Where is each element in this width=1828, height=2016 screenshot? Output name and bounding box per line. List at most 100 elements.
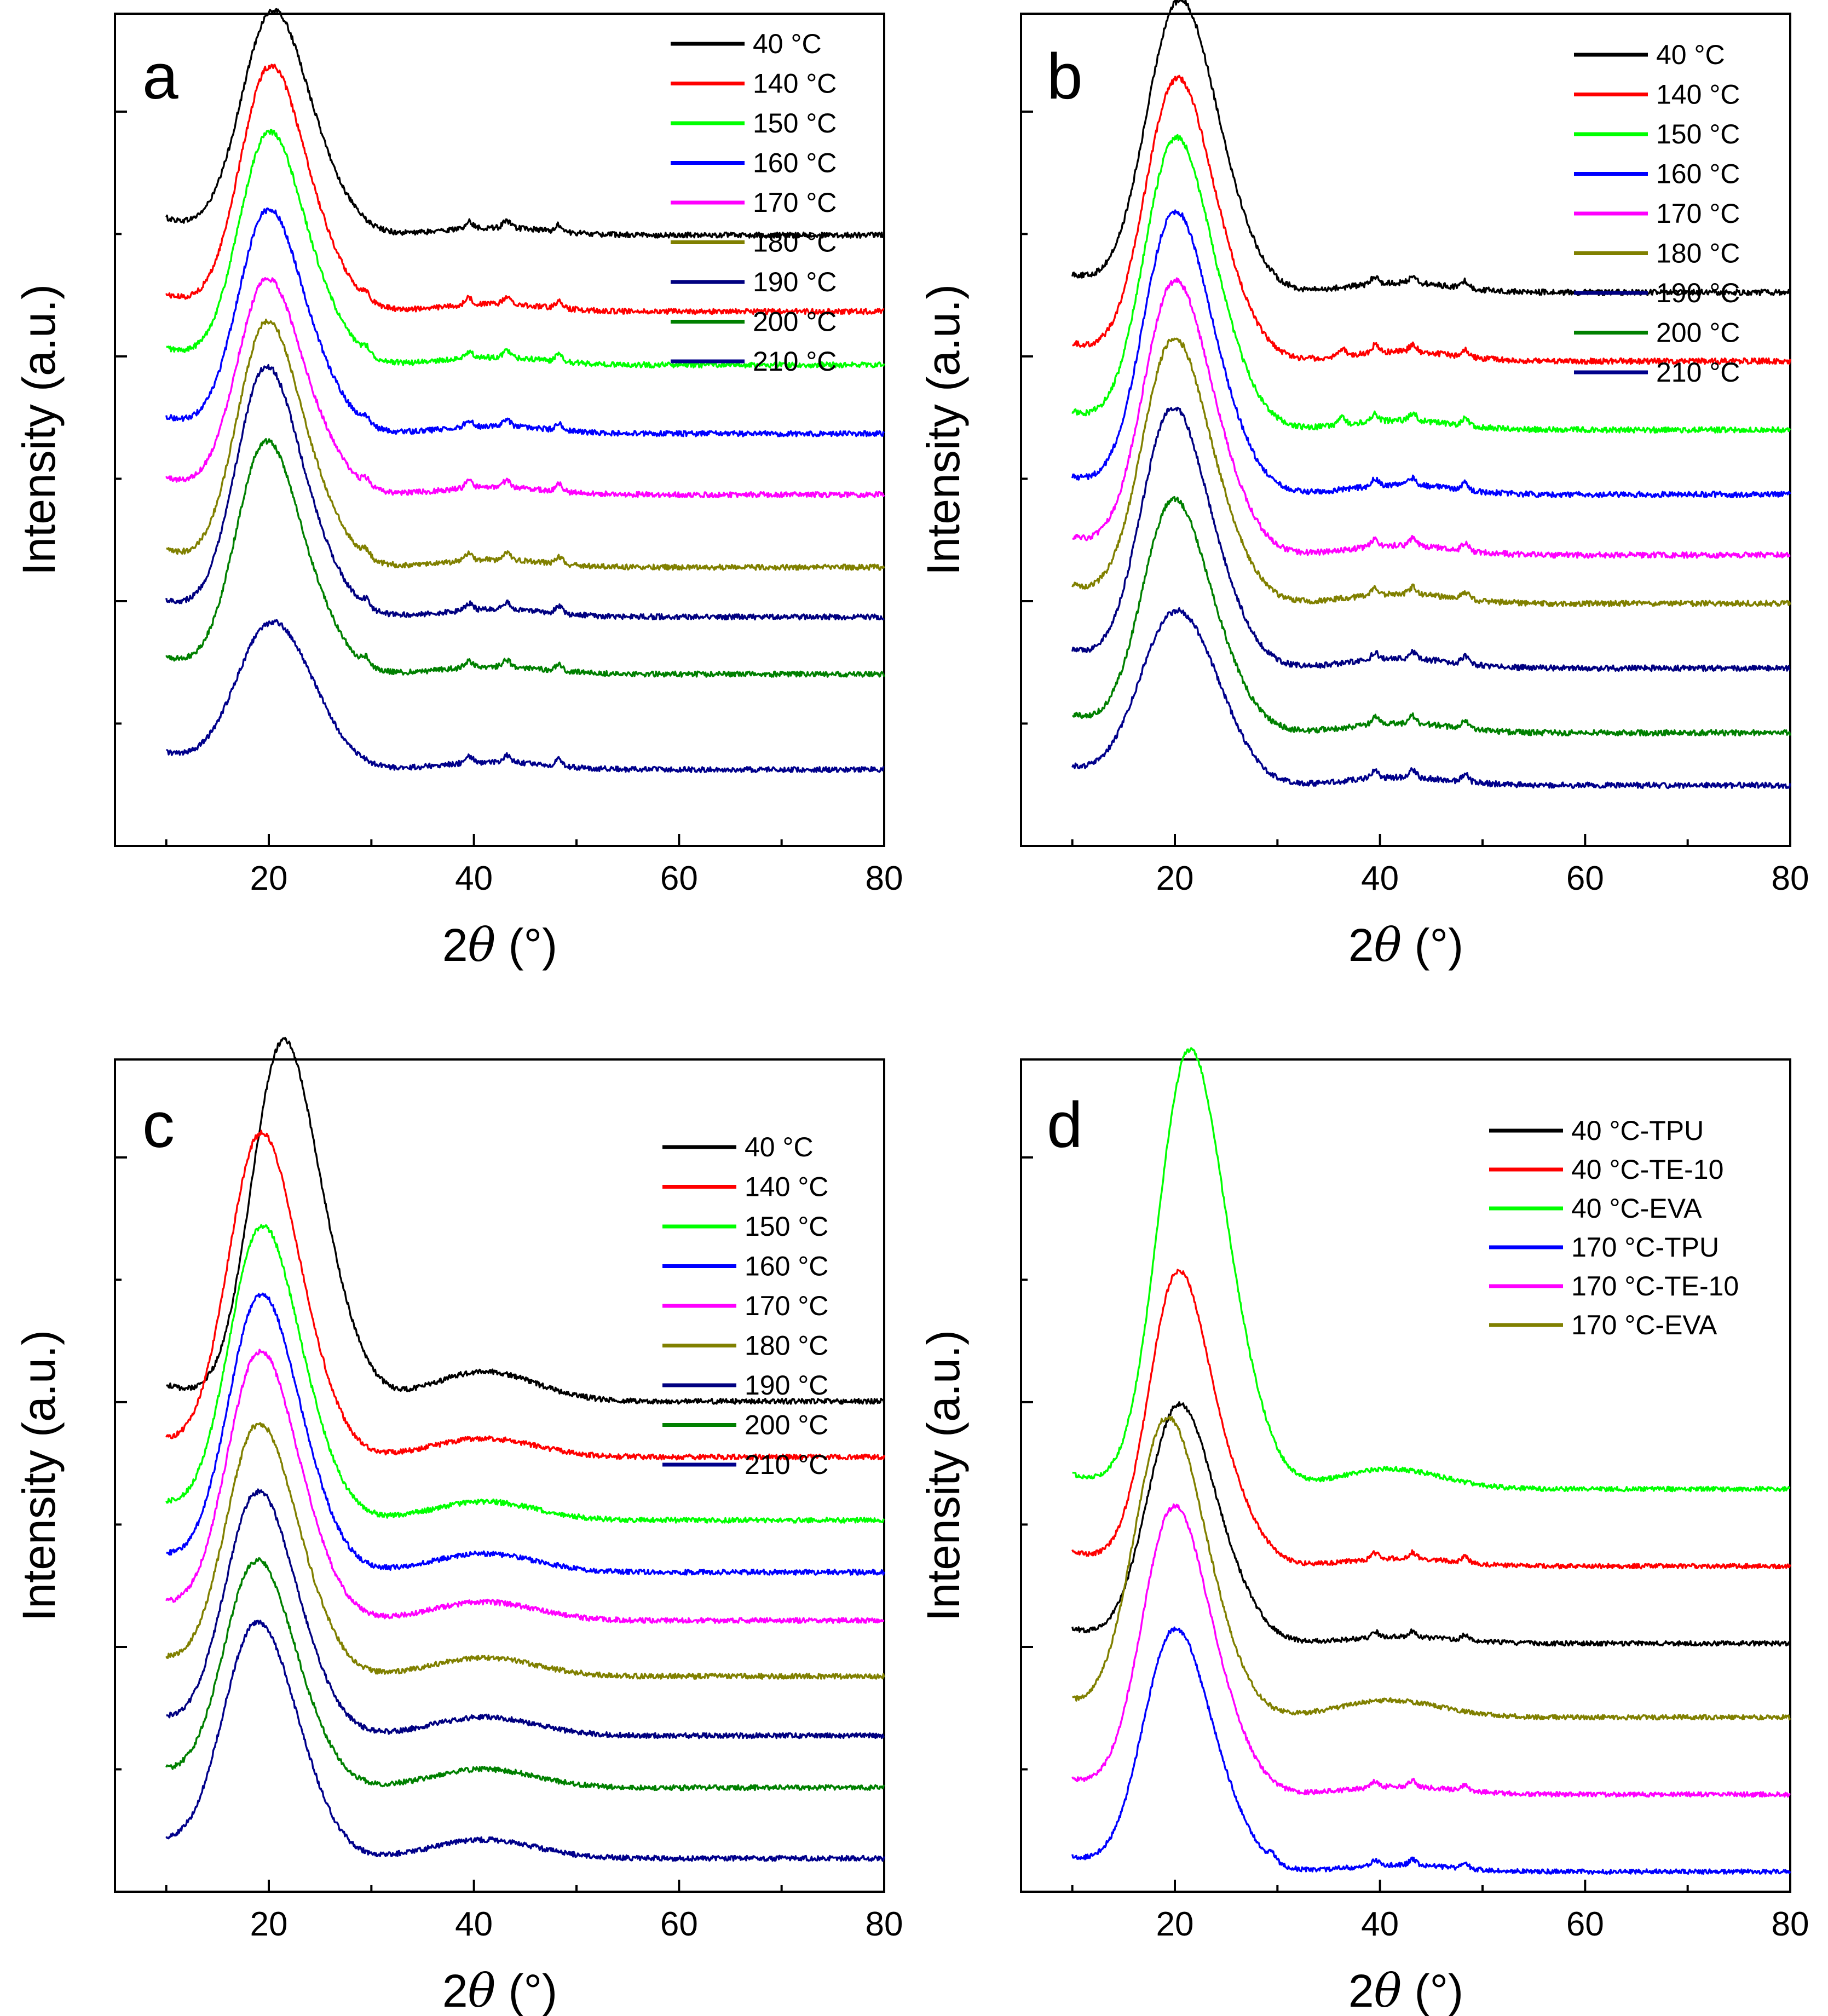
x-tick-label: 60 xyxy=(660,860,698,897)
series-curve xyxy=(165,64,885,315)
y-axis-ticks xyxy=(115,1156,127,1771)
legend-label: 140 °C xyxy=(745,1172,828,1202)
x-axis-label: 2θ (°) xyxy=(442,1964,557,2016)
legend-label: 190 °C xyxy=(745,1370,828,1401)
series-curve xyxy=(166,318,885,571)
series-curve xyxy=(1071,406,1791,672)
legend-label: 40 °C xyxy=(1656,39,1725,70)
legend-label: 190 °C xyxy=(1656,278,1740,308)
curves xyxy=(1071,0,1791,790)
legend-label: 150 °C xyxy=(1656,119,1740,149)
series-curve xyxy=(165,364,885,621)
series-curve xyxy=(1072,496,1791,737)
legend-label: 170 °C xyxy=(1656,198,1740,229)
y-axis-label: Intensity (a.u.) xyxy=(918,284,969,575)
x-tick-label: 60 xyxy=(1566,1905,1604,1943)
curves xyxy=(1071,1047,1791,1875)
curves xyxy=(165,1036,885,1862)
x-tick-label: 20 xyxy=(1156,860,1194,897)
legend-label: 170 °C xyxy=(753,187,837,218)
panel-letter: a xyxy=(142,41,178,113)
series-curve xyxy=(1071,134,1791,434)
legend-label: 160 °C xyxy=(1656,159,1740,189)
series-curve xyxy=(166,1036,885,1405)
panel-letter: d xyxy=(1047,1089,1083,1161)
legend: 40 °C-TPU 40 °C-TE-10 40 °C-EVA 170 °C-TPU 1… xyxy=(1489,1115,1739,1340)
series-curve xyxy=(1071,209,1791,498)
legend-label: 180 °C xyxy=(1656,238,1740,269)
legend-label: 140 °C xyxy=(753,68,837,99)
series-curve xyxy=(165,1557,885,1792)
series-curve xyxy=(165,1620,885,1862)
series-curve xyxy=(165,438,885,678)
x-tick-label: 80 xyxy=(1772,1905,1809,1943)
series-curve xyxy=(165,277,885,498)
x-axis-ticks: 20 40 60 80 xyxy=(165,834,903,897)
x-axis-ticks: 20 40 60 80 xyxy=(1071,1880,1809,1943)
x-tick-label: 60 xyxy=(660,1905,698,1943)
legend-label: 200 °C xyxy=(753,307,837,337)
panel-b: 20 40 60 80 40 °C 140 °C 150 °C 160 °C 170 °C 18… xyxy=(918,0,1809,972)
curves xyxy=(165,8,885,774)
series-curve xyxy=(165,1422,885,1680)
series-curve xyxy=(165,8,885,239)
x-tick-label: 80 xyxy=(866,860,903,897)
y-axis-ticks xyxy=(115,110,127,725)
legend: 40 °C 140 °C 150 °C 160 °C 170 °C 180 °C 190 °… xyxy=(1574,39,1740,388)
legend-label: 200 °C xyxy=(1656,318,1740,348)
legend-label: 210 °C xyxy=(1656,357,1740,388)
series-curve xyxy=(1072,277,1791,559)
x-tick-label: 20 xyxy=(250,1905,288,1943)
series-curve xyxy=(1071,337,1791,608)
x-axis-label: 2θ (°) xyxy=(442,918,557,972)
panel-c: 20 40 60 80 40 °C 140 °C 150 °C 160 °C 170 °C 18… xyxy=(13,1036,903,2016)
series-curve xyxy=(1071,1503,1791,1798)
series-curve xyxy=(166,129,885,368)
x-tick-label: 40 xyxy=(455,860,493,897)
legend-label: 40 °C-TE-10 xyxy=(1571,1154,1723,1185)
series-curve xyxy=(1072,1047,1791,1493)
x-axis-ticks: 20 40 60 80 xyxy=(165,1880,903,1943)
x-tick-label: 20 xyxy=(250,860,288,897)
legend-label: 170 °C-EVA xyxy=(1571,1310,1717,1340)
y-axis-label: Intensity (a.u.) xyxy=(918,1330,969,1621)
x-axis-label: 2θ (°) xyxy=(1348,918,1463,972)
x-tick-label: 40 xyxy=(455,1905,493,1943)
legend-label: 180 °C xyxy=(753,227,837,258)
x-axis-ticks: 20 40 60 80 xyxy=(1071,834,1809,897)
legend-label: 200 °C xyxy=(745,1410,828,1441)
legend-label: 170 °C-TE-10 xyxy=(1571,1271,1739,1301)
series-curve xyxy=(1071,1626,1791,1875)
series-curve xyxy=(166,1292,885,1576)
legend-label: 170 °C-TPU xyxy=(1571,1232,1719,1263)
series-curve xyxy=(165,1224,885,1524)
series-curve xyxy=(165,207,885,437)
x-tick-label: 40 xyxy=(1361,860,1399,897)
series-curve xyxy=(1071,1269,1791,1570)
y-axis-ticks xyxy=(1021,1156,1033,1771)
y-axis-label: Intensity (a.u.) xyxy=(13,1330,65,1621)
series-curve xyxy=(1071,0,1791,296)
series-curve xyxy=(165,1130,885,1461)
panel-letter: b xyxy=(1047,41,1083,113)
x-axis-label: 2θ (°) xyxy=(1348,1964,1463,2016)
y-axis-ticks xyxy=(1021,110,1033,725)
series-curve xyxy=(1072,1415,1791,1721)
series-curve xyxy=(165,1349,885,1624)
plot-frame xyxy=(114,1058,885,1893)
legend-label: 40 °C-TPU xyxy=(1571,1115,1704,1146)
panel-letter: c xyxy=(142,1089,175,1161)
series-curve xyxy=(1071,607,1791,790)
legend-label: 40 °C-EVA xyxy=(1571,1193,1702,1224)
legend: 40 °C 140 °C 150 °C 160 °C 170 °C 180 °C 190 °… xyxy=(662,1132,828,1480)
panel-a: 20 40 60 80 40 °C 140 °C 150 °C 160 °C 170 °C 18… xyxy=(13,8,903,972)
series-curve xyxy=(1072,74,1791,365)
legend-label: 180 °C xyxy=(745,1330,828,1361)
legend-label: 160 °C xyxy=(745,1251,828,1282)
legend-label: 140 °C xyxy=(1656,79,1740,110)
x-tick-label: 80 xyxy=(1772,860,1809,897)
plot-frame xyxy=(1020,1058,1791,1893)
legend-label: 40 °C xyxy=(753,28,822,59)
series-curve xyxy=(1071,1401,1791,1647)
